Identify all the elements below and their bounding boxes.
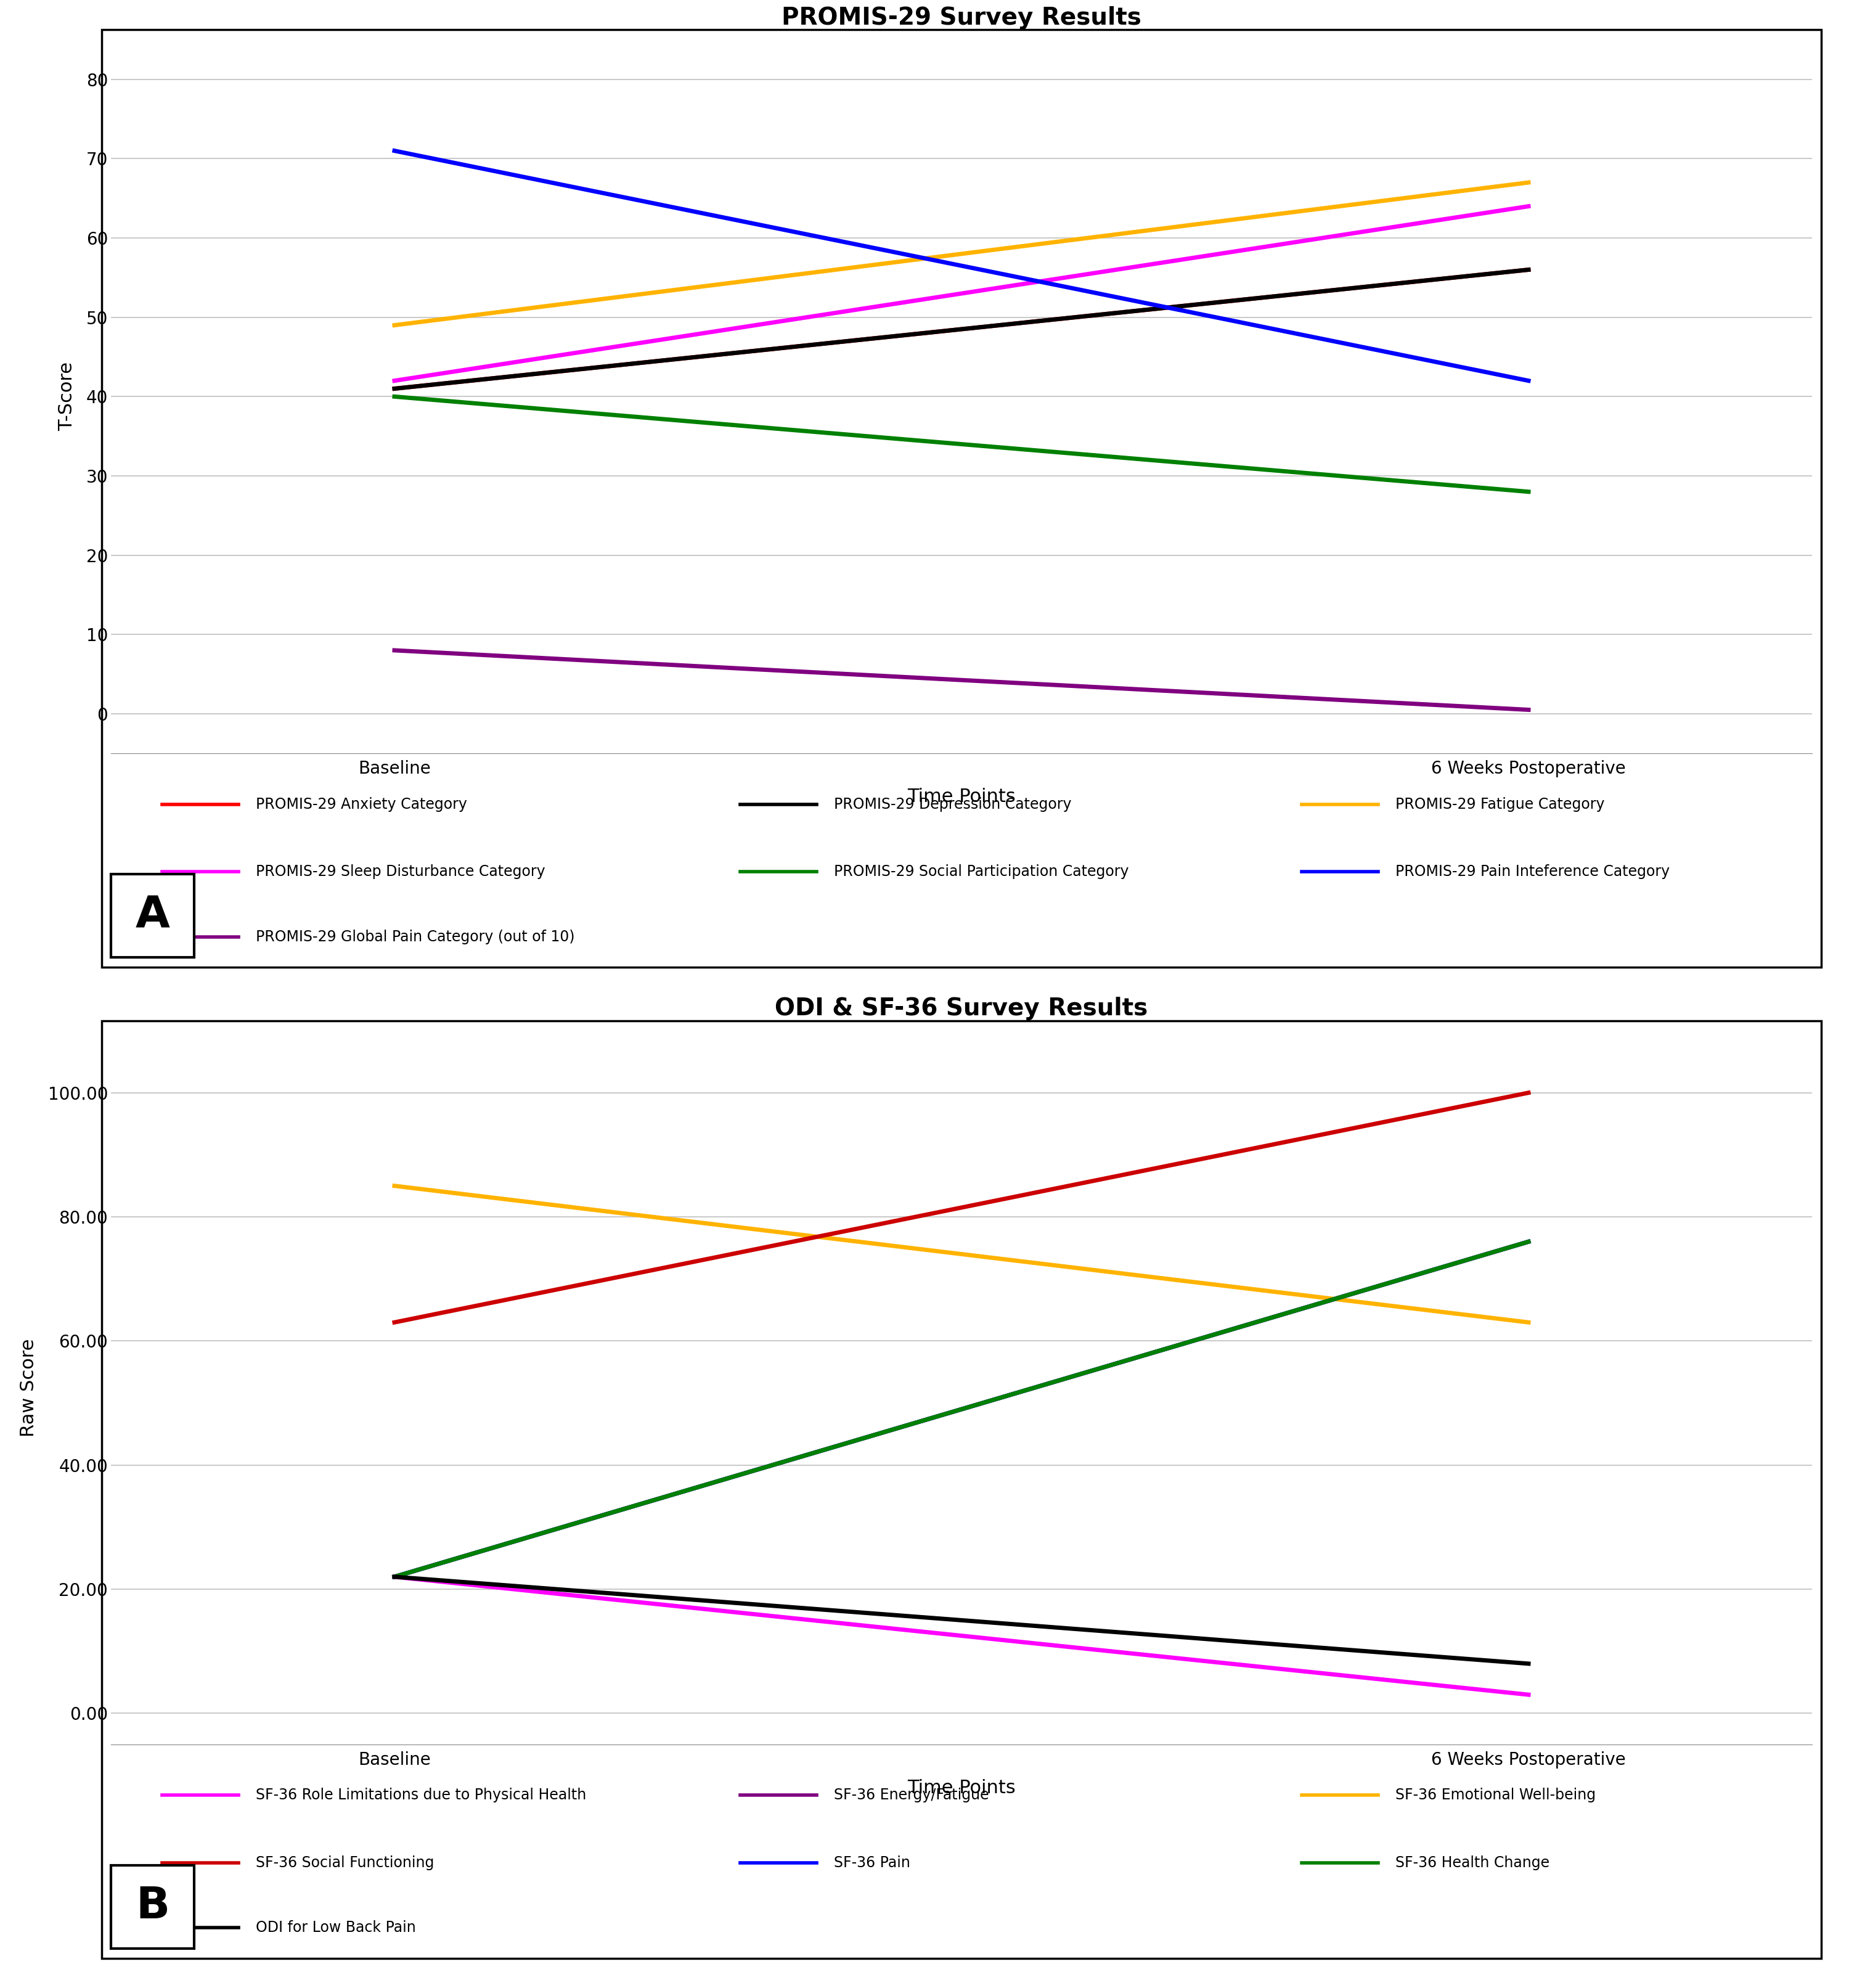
Text: A: A: [135, 895, 170, 936]
Text: SF-36 Social Functioning: SF-36 Social Functioning: [255, 1855, 435, 1871]
Text: SF-36 Energy/Fatigue: SF-36 Energy/Fatigue: [834, 1787, 989, 1803]
Y-axis label: T-Score: T-Score: [57, 362, 76, 431]
Text: SF-36 Role Limitations due to Physical Health: SF-36 Role Limitations due to Physical H…: [255, 1787, 586, 1803]
Text: PROMIS-29 Pain Inteference Category: PROMIS-29 Pain Inteference Category: [1396, 865, 1670, 879]
Text: SF-36 Emotional Well-being: SF-36 Emotional Well-being: [1396, 1787, 1596, 1803]
Text: PROMIS-29 Depression Category: PROMIS-29 Depression Category: [834, 797, 1072, 811]
Text: PROMIS-29 Global Pain Category (out of 10): PROMIS-29 Global Pain Category (out of 1…: [255, 930, 575, 944]
Text: PROMIS-29 Social Participation Category: PROMIS-29 Social Participation Category: [834, 865, 1128, 879]
Text: ODI for Low Back Pain: ODI for Low Back Pain: [255, 1920, 416, 1934]
Title: ODI & SF-36 Survey Results: ODI & SF-36 Survey Results: [775, 996, 1148, 1020]
Y-axis label: Raw Score: Raw Score: [20, 1338, 37, 1437]
X-axis label: Time Points: Time Points: [908, 1779, 1015, 1797]
Text: PROMIS-29 Sleep Disturbance Category: PROMIS-29 Sleep Disturbance Category: [255, 865, 545, 879]
Title: PROMIS-29 Survey Results: PROMIS-29 Survey Results: [782, 6, 1141, 30]
Text: SF-36 Pain: SF-36 Pain: [834, 1855, 910, 1871]
Text: PROMIS-29 Anxiety Category: PROMIS-29 Anxiety Category: [255, 797, 466, 811]
X-axis label: Time Points: Time Points: [908, 787, 1015, 805]
Text: SF-36 Health Change: SF-36 Health Change: [1396, 1855, 1549, 1871]
Text: B: B: [135, 1885, 170, 1928]
Text: PROMIS-29 Fatigue Category: PROMIS-29 Fatigue Category: [1396, 797, 1605, 811]
